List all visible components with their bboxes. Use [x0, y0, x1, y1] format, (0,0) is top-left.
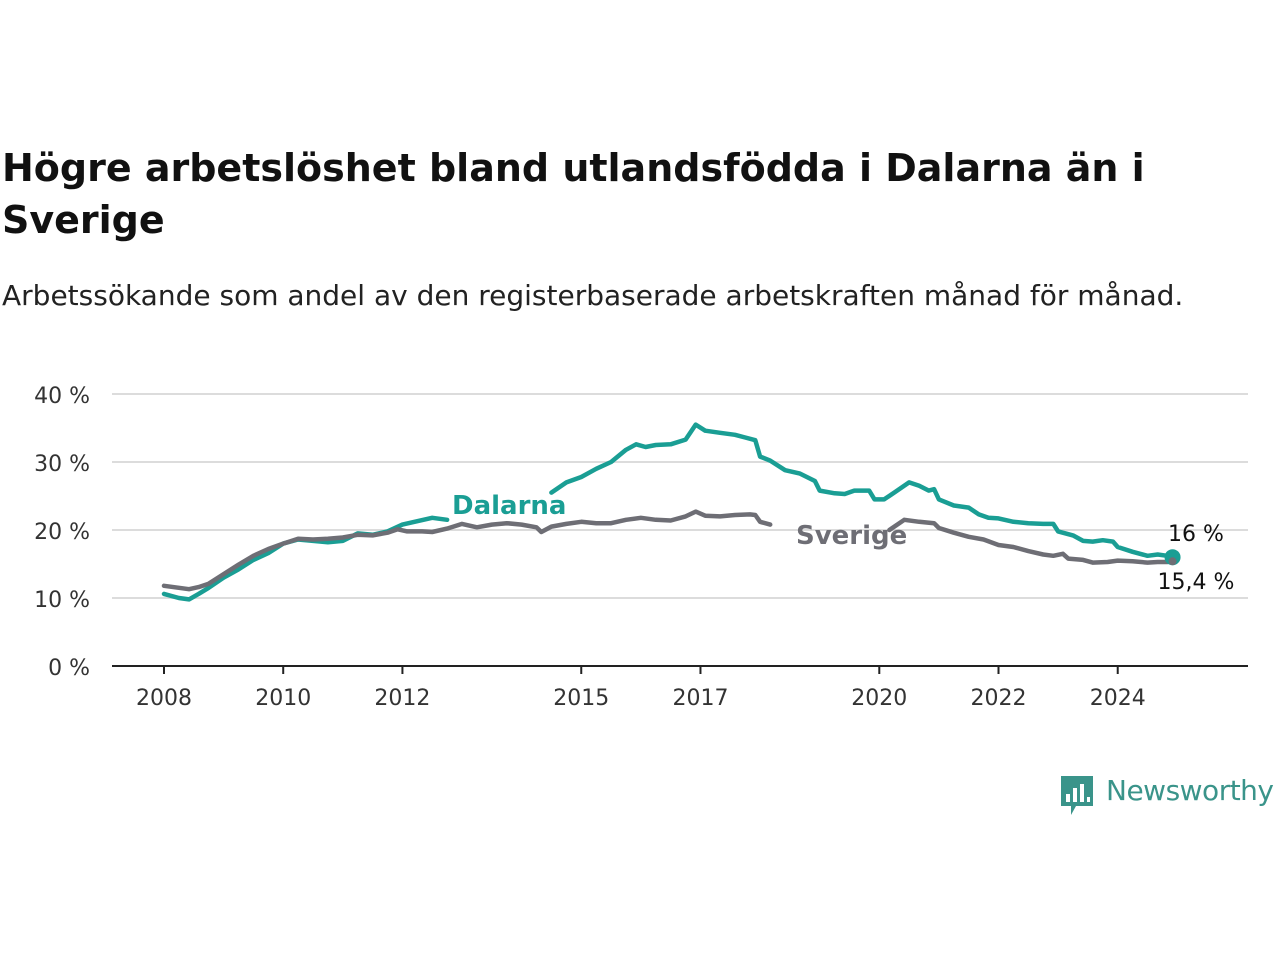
series-label-sverige: Sverige — [796, 521, 907, 551]
x-tick-label: 2010 — [255, 686, 311, 711]
end-label-dalarna: 16 % — [1168, 522, 1224, 547]
y-tick-label: 20 % — [34, 520, 90, 545]
x-tick-label: 2008 — [136, 686, 192, 711]
brand-name: Newsworthy — [1106, 774, 1274, 807]
end-label-sverige: 15,4 % — [1158, 570, 1235, 595]
y-tick-label: 0 % — [48, 656, 90, 681]
x-tick-label: 2017 — [672, 686, 728, 711]
chart-subtitle: Arbetssökande som andel av den registerb… — [2, 279, 1184, 312]
series-line-sverige — [887, 517, 1175, 565]
chart-title: Högre arbetslöshet bland utlandsfödda i … — [2, 146, 1145, 242]
series-label-dalarna: Dalarna — [452, 491, 566, 521]
series-labels: Dalarna Sverige 16 % 15,4 % — [452, 491, 1234, 595]
x-tick-label: 2022 — [971, 686, 1027, 711]
end-marker-sverige — [1168, 557, 1177, 566]
y-tick-label: 30 % — [34, 452, 90, 477]
newsworthy-logo-icon — [1061, 776, 1093, 815]
series-lines — [161, 422, 1175, 602]
y-tick-label: 10 % — [34, 588, 90, 613]
x-tick-label: 2020 — [851, 686, 907, 711]
x-axis: 2008 2010 2012 2015 2017 2020 2022 2024 — [112, 665, 1248, 711]
series-line-dalarna — [549, 422, 1175, 560]
y-axis-tick-labels: 40 % 30 % 20 % 10 % 0 % — [34, 384, 90, 681]
newsworthy-logo: Newsworthy — [1058, 772, 1280, 818]
x-tick-label: 2024 — [1090, 686, 1146, 711]
series-line-sverige — [161, 509, 773, 592]
gridlines — [112, 393, 1248, 599]
end-marker-dalarna — [1164, 549, 1181, 566]
x-tick-label: 2012 — [374, 686, 430, 711]
y-tick-label: 40 % — [34, 384, 90, 409]
x-tick-label: 2015 — [553, 686, 609, 711]
